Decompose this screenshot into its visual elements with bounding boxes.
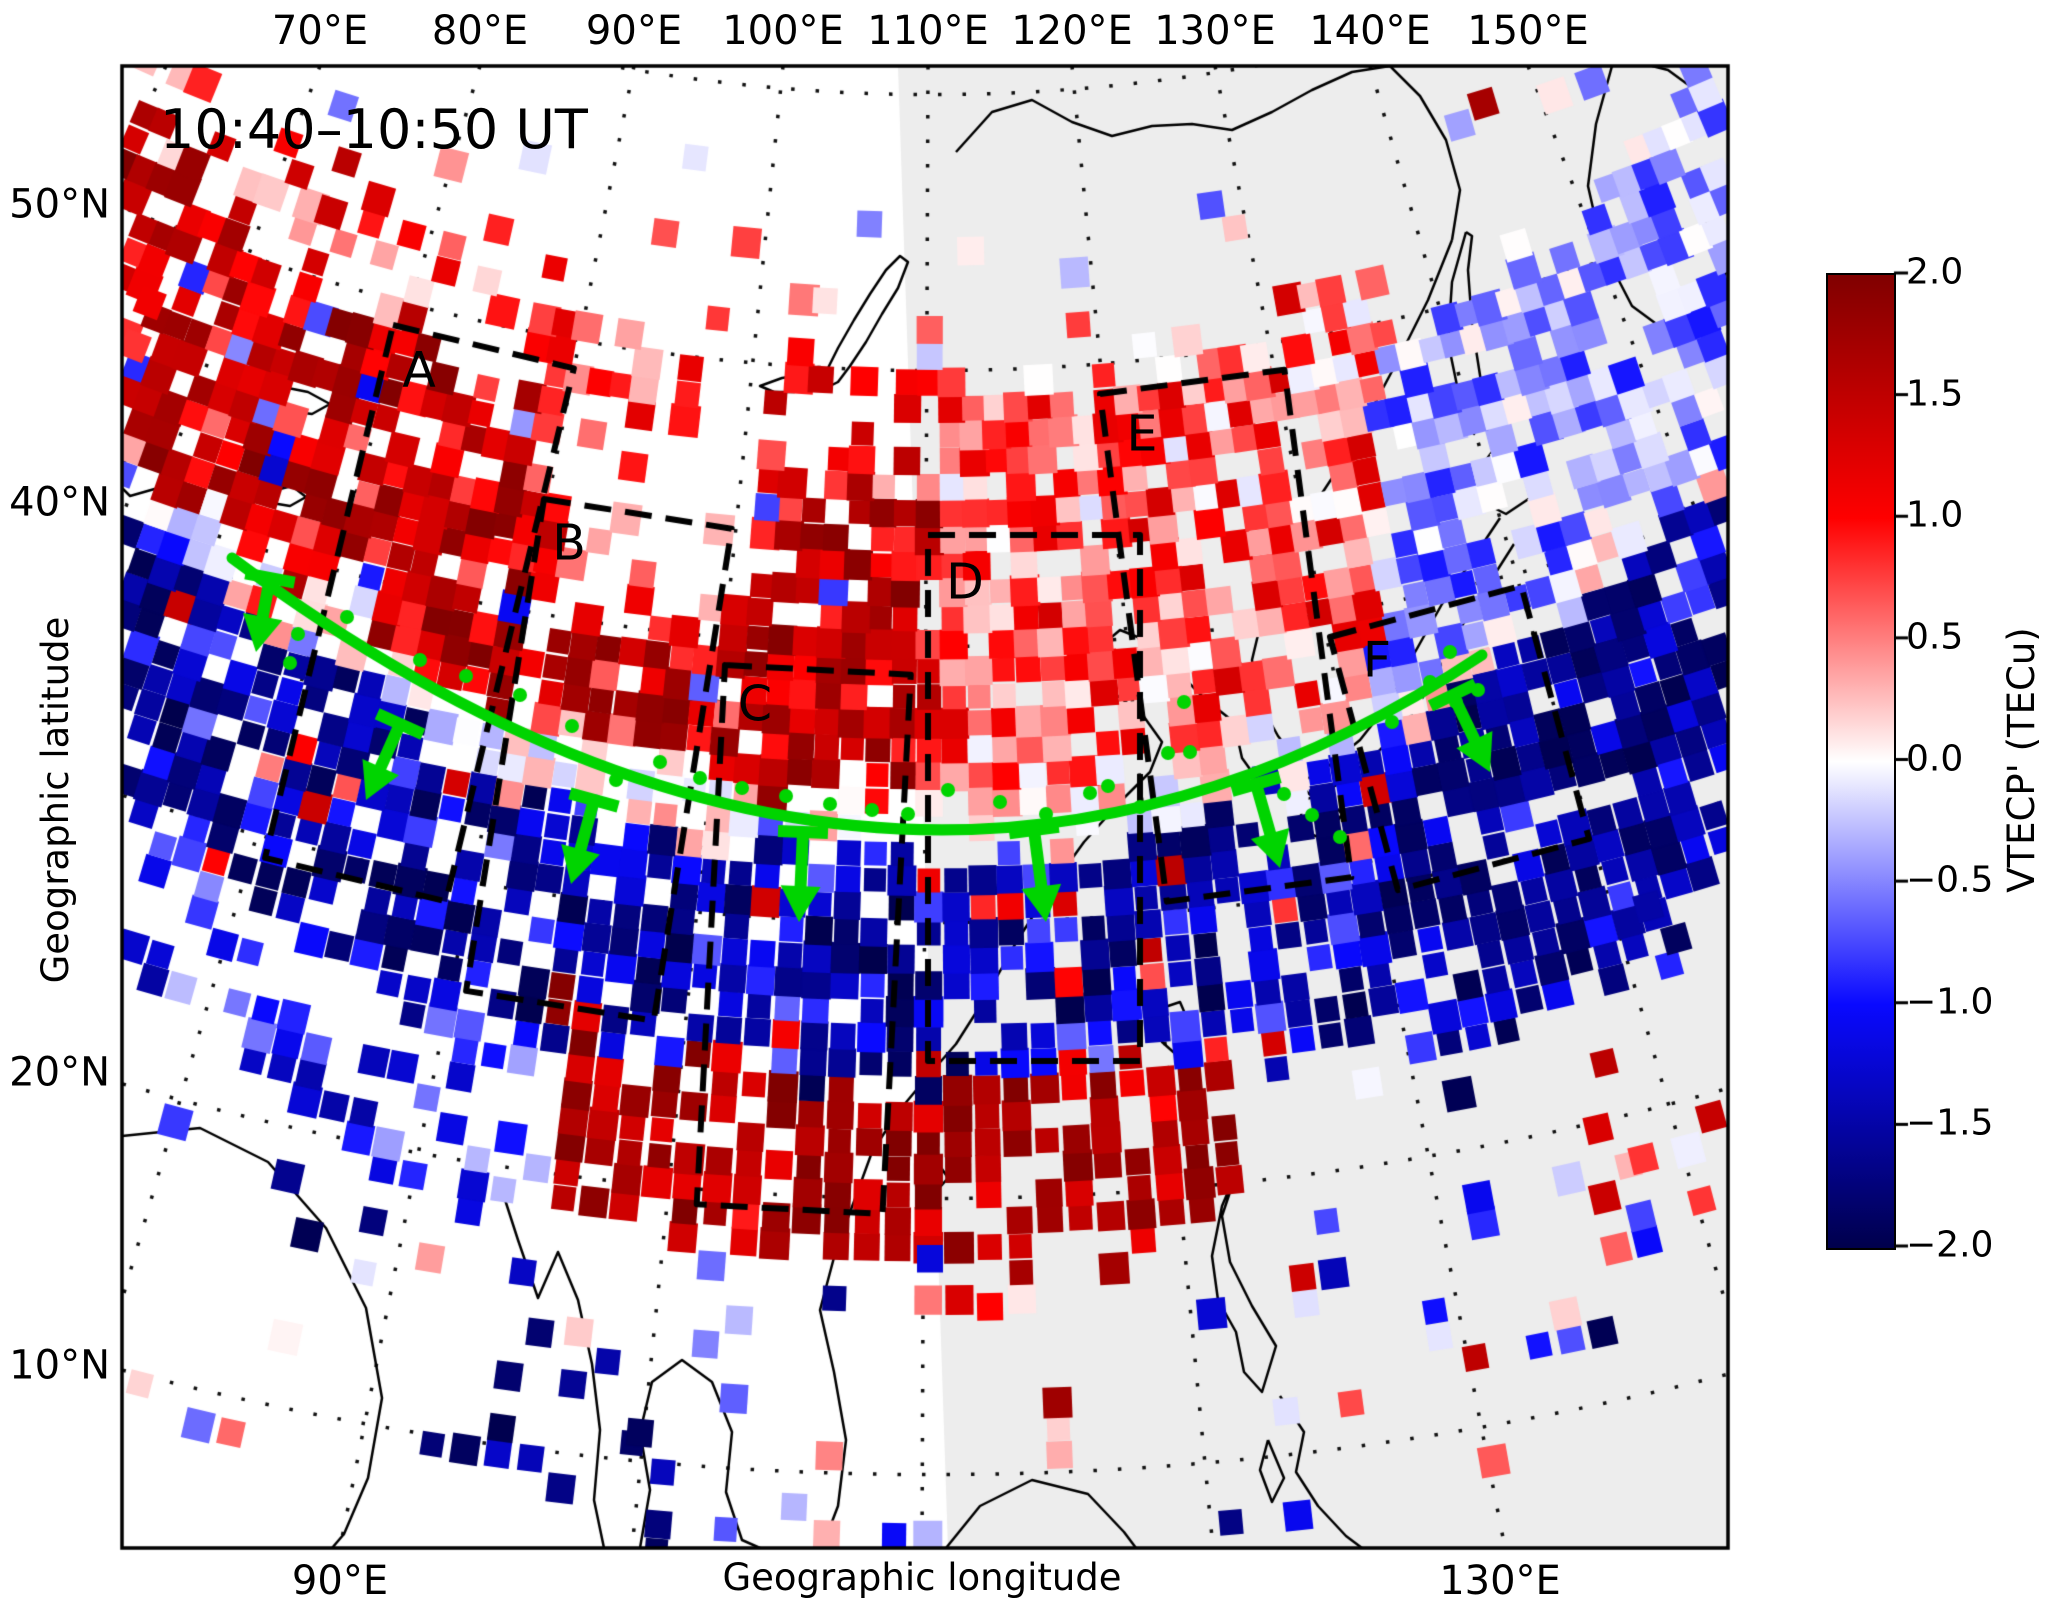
colorbar-tick-−1.0: −1.0 (1906, 981, 1994, 1023)
colorbar (1826, 273, 1896, 1250)
colorbar-tick-0.5: 0.5 (1906, 616, 1964, 658)
left-tick-50°N: 50°N (9, 181, 110, 228)
top-tick-140°E: 140°E (1309, 8, 1431, 54)
region-label-D: D (946, 553, 984, 611)
colorbar-tick-1.5: 1.5 (1906, 373, 1964, 415)
region-label-A: A (402, 341, 436, 399)
colorbar-label: VTECP' (TECu) (2000, 627, 2043, 893)
left-tick-40°N: 40°N (9, 479, 110, 526)
region-label-C: C (737, 675, 773, 733)
colorbar-tick-1.0: 1.0 (1906, 494, 1964, 536)
top-tick-70°E: 70°E (271, 8, 369, 54)
colorbar-tick-2.0: 2.0 (1906, 251, 1964, 293)
top-tick-150°E: 150°E (1467, 8, 1589, 54)
region-label-F: F (1362, 631, 1392, 689)
top-tick-110°E: 110°E (867, 8, 989, 54)
left-tick-20°N: 20°N (9, 1049, 110, 1096)
colorbar-tick-−0.5: −0.5 (1906, 859, 1994, 901)
region-label-B: B (552, 514, 586, 572)
time-interval-label: 10:40–10:50 UT (160, 98, 588, 161)
colorbar-tick-−2.0: −2.0 (1906, 1224, 1994, 1266)
top-tick-130°E: 130°E (1154, 8, 1276, 54)
colorbar-tick-0.0: 0.0 (1906, 738, 1964, 780)
bottom-tick-130°E: 130°E (1439, 1558, 1561, 1604)
top-tick-80°E: 80°E (431, 8, 529, 54)
left-tick-10°N: 10°N (9, 1342, 110, 1389)
y-axis-label: Geographic latitude (34, 616, 77, 984)
x-axis-label: Geographic longitude (722, 1556, 1122, 1599)
region-label-E: E (1126, 405, 1158, 463)
top-tick-120°E: 120°E (1011, 8, 1133, 54)
bottom-tick-90°E: 90°E (291, 1558, 389, 1604)
colorbar-tick-−1.5: −1.5 (1906, 1103, 1994, 1145)
top-tick-100°E: 100°E (722, 8, 844, 54)
top-tick-90°E: 90°E (585, 8, 683, 54)
